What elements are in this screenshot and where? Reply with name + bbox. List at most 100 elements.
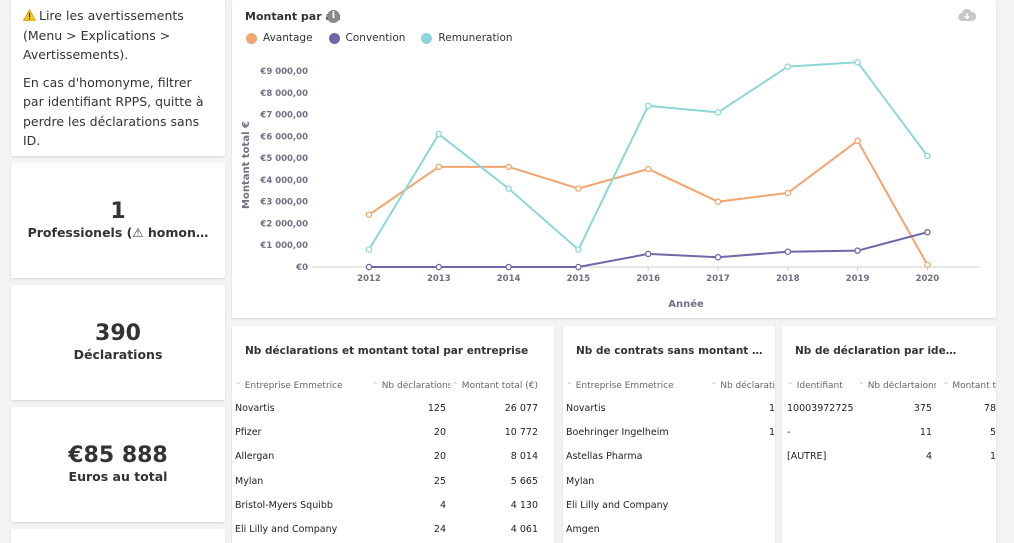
table-row[interactable]: Astellas Pharma — [563, 445, 775, 469]
table-cell: 10 772 — [504, 426, 538, 438]
column-header[interactable]: ⌃ Montant t — [936, 381, 996, 391]
table-row[interactable]: Amgen — [563, 517, 775, 541]
table-row[interactable]: Bristol-Myers Squibb 4 4 130 — [232, 493, 554, 517]
data-point-convention — [924, 228, 931, 236]
column-header[interactable]: ⌃ Identifiant — [782, 381, 858, 391]
data-table: ⌃ Identifiant ⌃ Nb déclartaions ⌃ Montant t 10… — [782, 376, 996, 469]
sort-icon: ⌃ — [787, 381, 794, 390]
stat-label: Euros au total — [68, 469, 168, 484]
stat-label: Professionels (⚠ homon… — [27, 225, 209, 240]
stat-card-declarations: 390 Déclarations — [11, 285, 225, 400]
x-tick-label: 2016 — [636, 274, 660, 284]
notice-line2: En cas d'homonyme, filtrer par identifia… — [23, 74, 204, 149]
table-row[interactable]: [AUTRE] 4 1 — [782, 445, 996, 469]
data-point-convention — [575, 263, 582, 271]
table-title: Nb déclarations et montant total par ent… — [245, 345, 529, 357]
data-point-remuneration — [505, 185, 512, 192]
table-cell: Astellas Pharma — [566, 451, 643, 463]
table-cell: 375 — [913, 402, 932, 414]
table-cell: 26 077 — [504, 402, 538, 414]
table-row[interactable]: Mylan 25 5 665 — [232, 469, 554, 493]
x-tick-label: 2019 — [846, 274, 870, 284]
chart-card: Montant par an i Avantage Convention Rem… — [232, 0, 996, 318]
column-header-label: Montant total (€) — [461, 381, 538, 391]
column-header-label: Entreprise Emmetrice — [244, 381, 343, 391]
sort-icon: ⌃ — [942, 381, 950, 390]
sort-icon: ⌃ — [858, 381, 865, 390]
legend-item-convention[interactable]: Convention — [328, 32, 405, 44]
series-line-avantage — [368, 139, 929, 266]
table-row[interactable]: Novartis 1 — [563, 396, 775, 420]
y-tick-label: €6 000,00 — [259, 132, 308, 142]
table-cell: 4 — [439, 499, 446, 511]
table-cell: Eli Lilly and Company — [566, 499, 669, 511]
legend-dot — [421, 32, 433, 44]
y-tick-label: €7 000,00 — [259, 111, 308, 121]
y-tick-label: €5 000,00 — [259, 154, 308, 164]
table-title: Nb de déclaration par ide… — [795, 345, 957, 357]
data-point-convention — [365, 263, 373, 271]
table-card-entreprise: Nb déclarations et montant total par ent… — [232, 326, 554, 543]
data-point-avantage — [854, 137, 861, 144]
series-line-remuneration — [368, 61, 929, 252]
legend-item-remuneration[interactable]: Remuneration — [421, 32, 513, 44]
table-cell: Allergan — [235, 451, 275, 463]
table-header-row: ⌃ Entreprise Emmetrice ⌃ Nb déclarations ⌃ Mo… — [232, 376, 554, 396]
cloud-download-icon[interactable] — [958, 8, 976, 22]
notice-line1: Lire les avertissements (Menu > Explicat… — [23, 8, 184, 62]
x-tick-label: 2014 — [497, 274, 521, 284]
table-cell: 24 — [433, 524, 446, 536]
table-row[interactable]: Boehringer Ingelheim 1 — [563, 420, 775, 444]
table-title: Nb de contrats sans montant … — [576, 345, 763, 357]
data-point-avantage — [505, 163, 512, 171]
chart-title: Montant par an — [245, 10, 341, 23]
table-row[interactable]: Mylan — [563, 469, 775, 493]
table-row[interactable]: Eli Lilly and Company — [563, 493, 775, 517]
data-point-remuneration — [924, 152, 931, 160]
table-row[interactable]: Novartis 125 26 077 — [232, 396, 554, 420]
table-cell: 78 — [983, 402, 996, 414]
stat-value: 1 — [110, 199, 126, 224]
column-header[interactable]: ⌃ Entreprise Emmetrice — [232, 381, 372, 391]
column-header[interactable]: ⌃ Montant total (€) — [450, 381, 546, 391]
table-row[interactable]: Eli Lilly and Company 24 4 061 — [232, 517, 554, 541]
sort-icon: ⌃ — [451, 381, 459, 390]
stat-value: €85 888 — [68, 443, 168, 468]
table-cell: 4 061 — [510, 524, 538, 536]
column-header[interactable]: ⌃ Entreprise Emmetrice — [563, 381, 704, 391]
y-axis-title: Montant total € — [241, 121, 252, 209]
data-point-convention — [714, 253, 722, 261]
table-row[interactable]: Allergan 20 8 014 — [232, 445, 554, 469]
sort-icon: ⌃ — [566, 381, 573, 390]
table-row[interactable]: 10003972725 375 78 — [782, 396, 996, 420]
stat-label: Déclarations — [73, 347, 163, 362]
notice-card: Lire les avertissements (Menu > Explicat… — [11, 0, 225, 156]
x-tick-label: 2013 — [427, 274, 451, 284]
table-cell: 20 — [433, 426, 446, 438]
data-point-remuneration — [365, 246, 373, 253]
column-header[interactable]: ⌃ Nb déclarations — [372, 381, 450, 391]
table-row[interactable]: - 11 5 — [782, 420, 996, 444]
info-icon[interactable]: i — [327, 10, 340, 23]
table-cell: - — [787, 426, 791, 438]
table-cell: Pfizer — [235, 426, 262, 438]
data-point-avantage — [575, 185, 582, 192]
data-point-avantage — [435, 163, 443, 171]
stat-value: 390 — [95, 321, 141, 346]
table-cell: 1 — [768, 426, 775, 438]
legend-label: Avantage — [263, 32, 313, 44]
column-header[interactable]: ⌃ Nb déclarati — [704, 381, 775, 391]
table-cell: Eli Lilly and Company — [235, 524, 338, 536]
y-tick-label: €2 000,00 — [259, 219, 308, 229]
data-point-remuneration — [714, 109, 722, 116]
data-point-avantage — [714, 198, 722, 205]
table-cell: 20 — [433, 451, 446, 463]
data-point-avantage — [924, 261, 931, 269]
table-cell: 5 665 — [510, 475, 538, 487]
series-line-convention — [369, 231, 928, 268]
table-cell: Novartis — [235, 402, 275, 414]
table-row[interactable]: Pfizer 20 10 772 — [232, 420, 554, 444]
column-header[interactable]: ⌃ Nb déclartaions — [858, 381, 936, 391]
stat-card-partial — [11, 529, 225, 543]
legend-item-avantage[interactable]: Avantage — [246, 32, 313, 44]
